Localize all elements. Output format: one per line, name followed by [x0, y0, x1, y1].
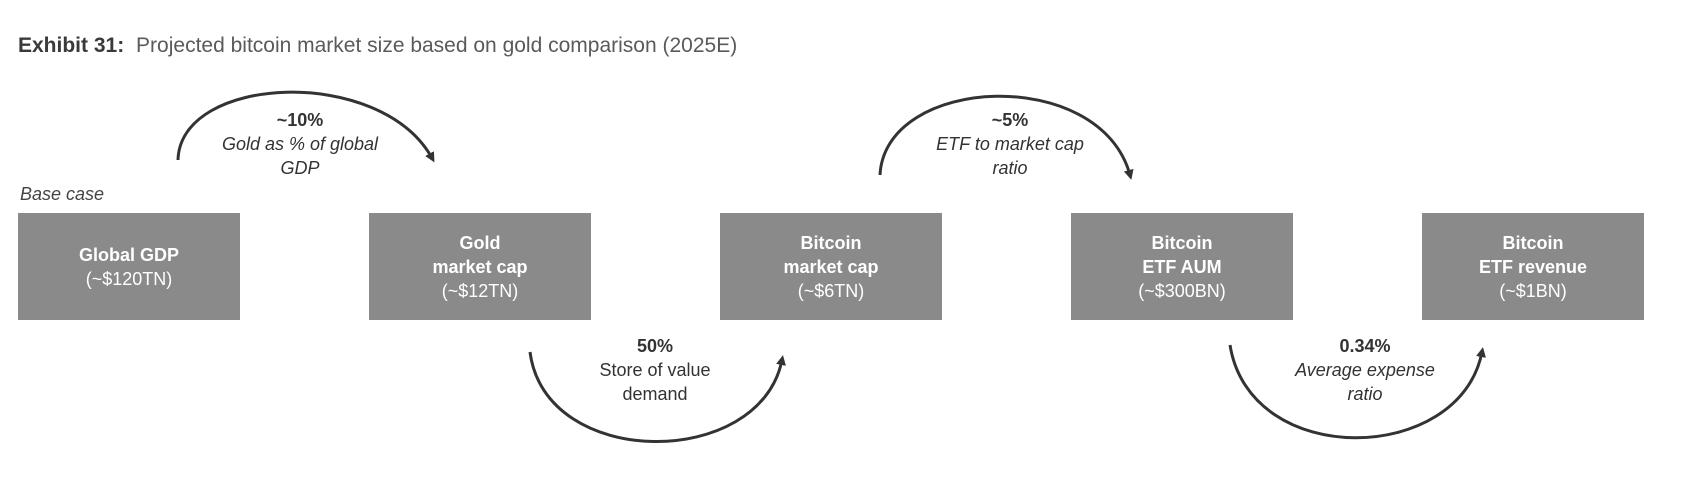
transition-etf-ratio: ~5% ETF to market cap ratio	[900, 108, 1120, 180]
arrow-gold-to-bitcoin	[528, 351, 786, 443]
arrow-aum-to-revenue	[1228, 344, 1486, 440]
transition-desc: Average expense ratio	[1295, 360, 1435, 404]
exhibit-label: Exhibit 31:	[18, 34, 125, 57]
box-bitcoin-market-cap: Bitcoin market cap (~$6TN)	[720, 213, 942, 320]
box-name: Bitcoin market cap	[783, 232, 879, 277]
box-value: (~$120TN)	[85, 268, 173, 289]
arrow-bitcoin-to-etf-aum	[878, 94, 1134, 180]
box-value: (~$12TN)	[441, 280, 519, 301]
transition-pct: ~5%	[991, 110, 1029, 130]
transition-desc: Store of value demand	[599, 360, 711, 404]
exhibit-caption: Projected bitcoin market size based on g…	[136, 34, 738, 57]
box-name: Global GDP	[78, 244, 179, 265]
transition-pct: 0.34%	[1339, 336, 1391, 356]
arrow-gdp-to-gold	[176, 90, 435, 163]
box-name: Bitcoin ETF revenue	[1478, 232, 1588, 277]
box-bitcoin-etf-aum: Bitcoin ETF AUM (~$300BN)	[1071, 213, 1293, 320]
box-name: Gold market cap	[432, 232, 528, 277]
transition-pct: ~10%	[276, 110, 324, 130]
box-value: (~$1BN)	[1499, 280, 1567, 301]
box-value: (~$6TN)	[797, 280, 865, 301]
exhibit-title: Exhibit 31: Projected bitcoin market siz…	[18, 34, 737, 58]
transition-gold-share-of-gdp: ~10% Gold as % of global GDP	[200, 108, 400, 180]
box-gold-market-cap: Gold market cap (~$12TN)	[369, 213, 591, 320]
box-bitcoin-etf-revenue: Bitcoin ETF revenue (~$1BN)	[1422, 213, 1644, 320]
transition-store-of-value: 50% Store of value demand	[540, 334, 770, 406]
transition-pct: 50%	[636, 336, 674, 356]
base-case-label: Base case	[20, 184, 105, 204]
box-value: (~$300BN)	[1138, 280, 1226, 301]
transition-desc: Gold as % of global GDP	[221, 134, 379, 178]
transition-desc: ETF to market cap ratio	[936, 134, 1084, 178]
box-name: Bitcoin ETF AUM	[1142, 232, 1222, 277]
box-global-gdp: Global GDP (~$120TN)	[18, 213, 240, 320]
transition-expense-ratio: 0.34% Average expense ratio	[1250, 334, 1480, 406]
